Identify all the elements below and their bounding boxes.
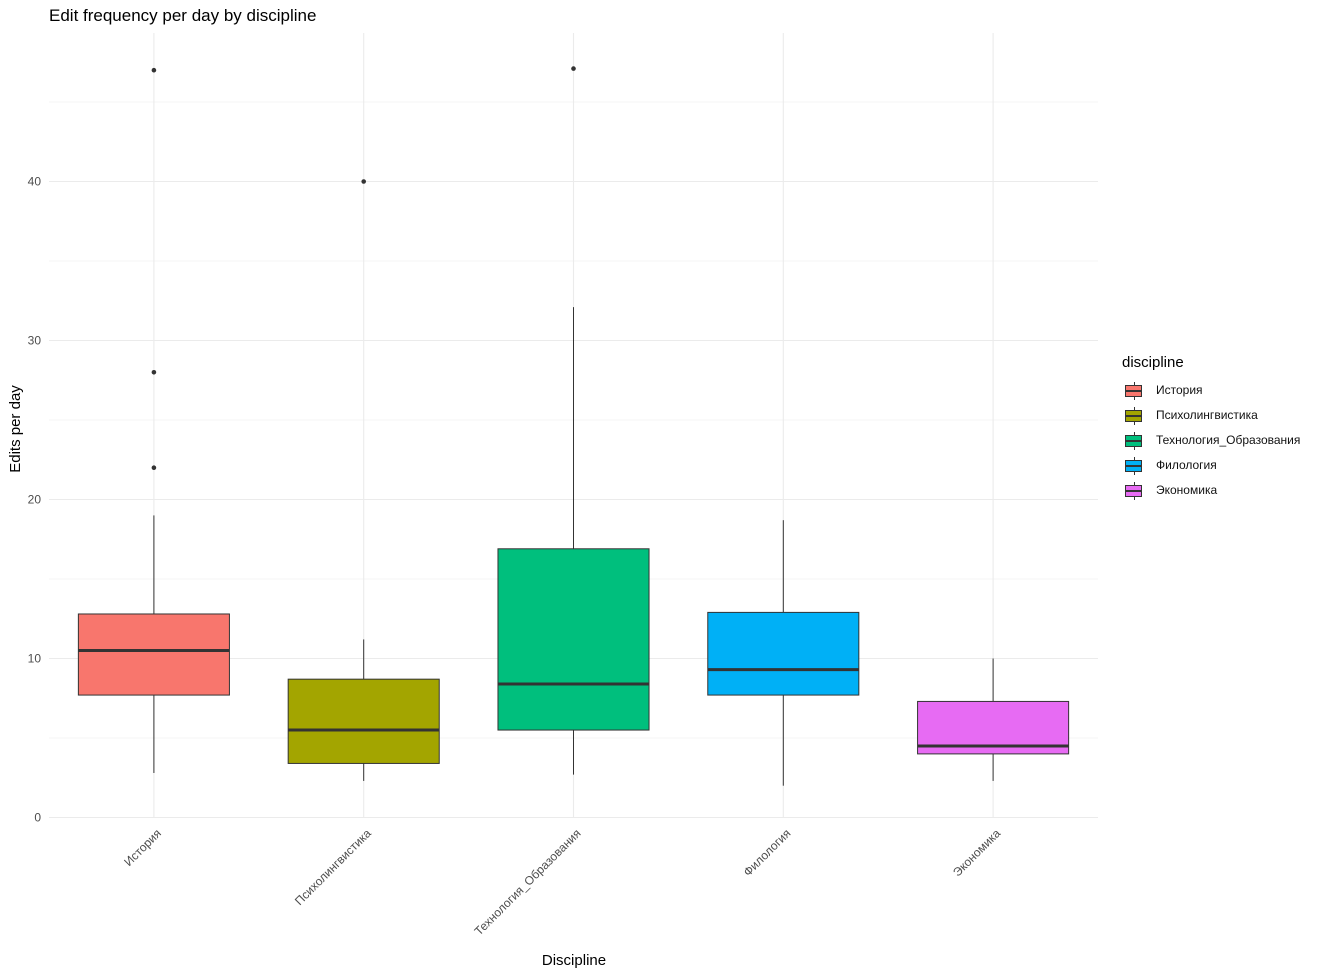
legend-label: История xyxy=(1156,383,1203,397)
x-tick-label: Психолингвистика xyxy=(292,826,374,908)
legend-key xyxy=(1124,382,1144,400)
box-series xyxy=(77,66,1070,786)
legend-label: Психолингвистика xyxy=(1156,408,1258,422)
box-group xyxy=(497,66,650,775)
y-axis-ticks: 0 10 20 30 40 xyxy=(28,175,42,825)
outlier-point xyxy=(151,67,157,73)
x-tick-label: Филология xyxy=(741,826,794,879)
legend-whisker xyxy=(1134,497,1135,500)
legend-label: Технология_Образования xyxy=(1156,433,1301,447)
legend-key xyxy=(1124,482,1144,500)
y-axis-label: Edits per day xyxy=(7,385,24,473)
x-tick-label: Технология_Образования xyxy=(472,826,584,938)
legend-whisker xyxy=(1134,422,1135,425)
y-tick-label: 20 xyxy=(28,493,42,507)
y-tick-label: 0 xyxy=(34,811,41,825)
box-group xyxy=(917,658,1070,781)
legend-whisker xyxy=(1134,407,1135,410)
outlier-point xyxy=(151,465,157,471)
box xyxy=(707,611,860,696)
box-group xyxy=(707,520,860,786)
legend-whisker xyxy=(1134,447,1135,450)
legend-whisker xyxy=(1134,382,1135,385)
legend-label: Филология xyxy=(1156,458,1217,472)
chart-title: Edit frequency per day by discipline xyxy=(49,6,317,25)
legend-title: discipline xyxy=(1122,354,1184,371)
x-tick-label: Экономика xyxy=(950,826,1003,879)
legend-median xyxy=(1125,440,1142,442)
outlier-point xyxy=(571,66,576,71)
outlier-point xyxy=(361,179,367,184)
legend-median xyxy=(1125,490,1142,492)
box-group xyxy=(287,179,440,781)
y-tick-label: 10 xyxy=(28,652,42,666)
legend-label: Экономика xyxy=(1156,483,1218,497)
legend-median xyxy=(1125,465,1142,467)
legend-key xyxy=(1124,407,1144,425)
legend-median xyxy=(1125,390,1142,392)
x-axis-ticks: История Психолингвистика Технология_Образо… xyxy=(121,826,1003,938)
outlier-point xyxy=(151,370,157,375)
box xyxy=(497,548,650,731)
x-tick-label: История xyxy=(121,826,164,869)
legend-whisker xyxy=(1134,457,1135,460)
legend-whisker xyxy=(1134,432,1135,435)
legend-key xyxy=(1124,457,1144,475)
y-tick-label: 40 xyxy=(28,175,42,189)
legend-whisker xyxy=(1134,482,1135,485)
legend-median xyxy=(1125,415,1142,417)
legend-whisker xyxy=(1134,397,1135,400)
box xyxy=(287,678,440,764)
box-group xyxy=(77,67,230,773)
legend-whisker xyxy=(1134,472,1135,475)
box xyxy=(77,613,230,696)
y-tick-label: 30 xyxy=(28,334,42,348)
x-axis-label: Discipline xyxy=(542,952,606,969)
legend-key xyxy=(1124,432,1144,450)
